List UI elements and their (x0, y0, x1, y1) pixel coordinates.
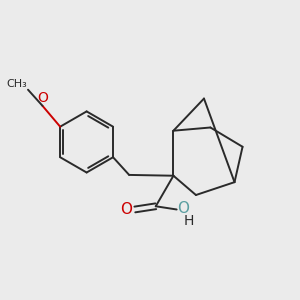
Text: O: O (177, 201, 189, 216)
Text: H: H (184, 214, 194, 228)
Text: CH₃: CH₃ (7, 79, 27, 89)
Text: O: O (120, 202, 132, 217)
Text: O: O (37, 91, 48, 105)
